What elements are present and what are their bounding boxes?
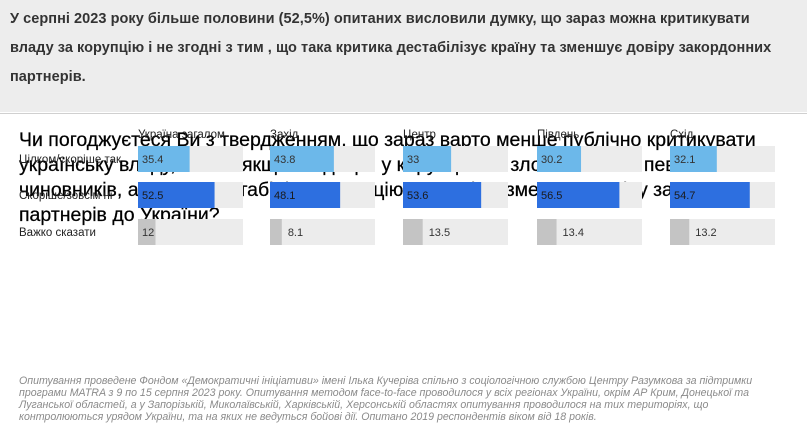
bar [270, 146, 334, 172]
data-label: 33 [407, 154, 419, 166]
panel-header: Центр [403, 129, 436, 141]
bar [670, 219, 690, 245]
bar [537, 182, 620, 208]
data-label: 12 [142, 227, 154, 239]
footnote: Опитування проведене Фондом «Демократичн… [19, 375, 753, 424]
data-label: 54.7 [674, 190, 695, 202]
intro-panel: У серпні 2023 року більше половини (52,5… [0, 0, 807, 112]
panel-header: Південь [537, 129, 579, 141]
data-label: 56.5 [541, 190, 562, 202]
data-label: 13.2 [695, 227, 716, 239]
panel-header: Україна загалом [138, 129, 225, 141]
data-label: 35.4 [142, 154, 163, 166]
data-label: 30.2 [541, 154, 562, 166]
bar [270, 219, 282, 245]
data-label: 8.1 [288, 227, 303, 239]
bar [138, 146, 190, 172]
data-label: 53.6 [407, 190, 428, 202]
bar-chart: Цілком/скоріше так Скоріше/зовсім ні Важко… [19, 129, 775, 245]
data-label: 43.8 [274, 154, 295, 166]
category-label: Цілком/скоріше так [19, 154, 122, 166]
bar [403, 146, 452, 172]
bar [403, 219, 423, 245]
data-label: 13.4 [563, 227, 584, 239]
category-label: Скоріше/зовсім ні [19, 190, 112, 202]
data-label: 13.5 [429, 227, 450, 239]
panel-header: Захід [270, 129, 299, 141]
data-label: 32.1 [674, 154, 695, 166]
category-label: Важко сказати [19, 227, 96, 239]
data-label: 48.1 [274, 190, 295, 202]
bar [403, 182, 482, 208]
bar [537, 146, 582, 172]
intro-text: У серпні 2023 року більше половини (52,5… [10, 11, 772, 85]
bar-track [270, 219, 375, 245]
data-label: 52.5 [142, 190, 163, 202]
bar [138, 182, 215, 208]
bar [138, 219, 156, 245]
bar [670, 182, 750, 208]
panel-header: Схід [670, 129, 694, 141]
bar [537, 219, 557, 245]
bar [670, 146, 717, 172]
bar [270, 182, 341, 208]
